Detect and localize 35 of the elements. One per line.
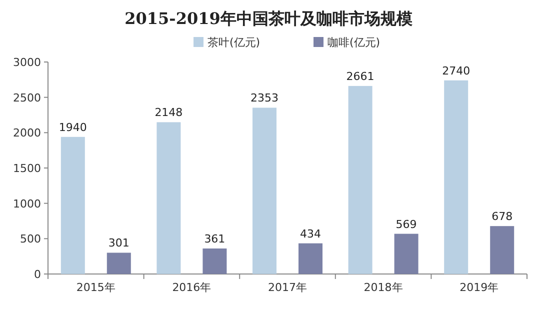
x-tick-label: 2017年 — [268, 281, 307, 294]
bar — [106, 252, 131, 274]
y-tick-label: 0 — [34, 268, 41, 281]
bar — [298, 243, 322, 274]
data-label: 2353 — [250, 92, 278, 105]
y-tick-label: 1000 — [13, 197, 41, 210]
x-tick-label: 2018年 — [364, 281, 403, 294]
bar — [348, 86, 372, 274]
y-tick-label: 2500 — [13, 91, 41, 104]
x-tick-label: 2015年 — [76, 281, 116, 294]
x-tick-label: 2016年 — [172, 281, 212, 294]
bar — [60, 136, 85, 274]
y-tick-label: 1500 — [13, 162, 41, 175]
chart-title: 2015-2019年中国茶叶及咖啡市场规模 — [124, 9, 412, 28]
data-label: 2740 — [442, 64, 470, 78]
data-label: 2148 — [154, 106, 183, 120]
data-label: 2661 — [346, 70, 374, 83]
bar — [202, 248, 227, 274]
bar — [394, 234, 418, 274]
data-label: 678 — [492, 210, 513, 224]
bar — [444, 80, 468, 274]
legend-label: 咖啡(亿元) — [328, 36, 380, 49]
y-tick-label: 500 — [20, 232, 41, 246]
bar — [156, 122, 181, 274]
data-label: 301 — [108, 236, 130, 250]
data-label: 434 — [300, 227, 321, 240]
data-label: 1940 — [58, 120, 87, 134]
bar — [490, 226, 514, 274]
legend-label: 茶叶(亿元) — [208, 36, 260, 49]
y-tick-label: 3000 — [13, 56, 41, 69]
y-tick-label: 2000 — [13, 126, 41, 140]
data-label: 569 — [396, 218, 417, 231]
data-label: 361 — [204, 232, 226, 246]
x-tick-label: 2019年 — [460, 281, 499, 294]
bar — [252, 108, 276, 274]
